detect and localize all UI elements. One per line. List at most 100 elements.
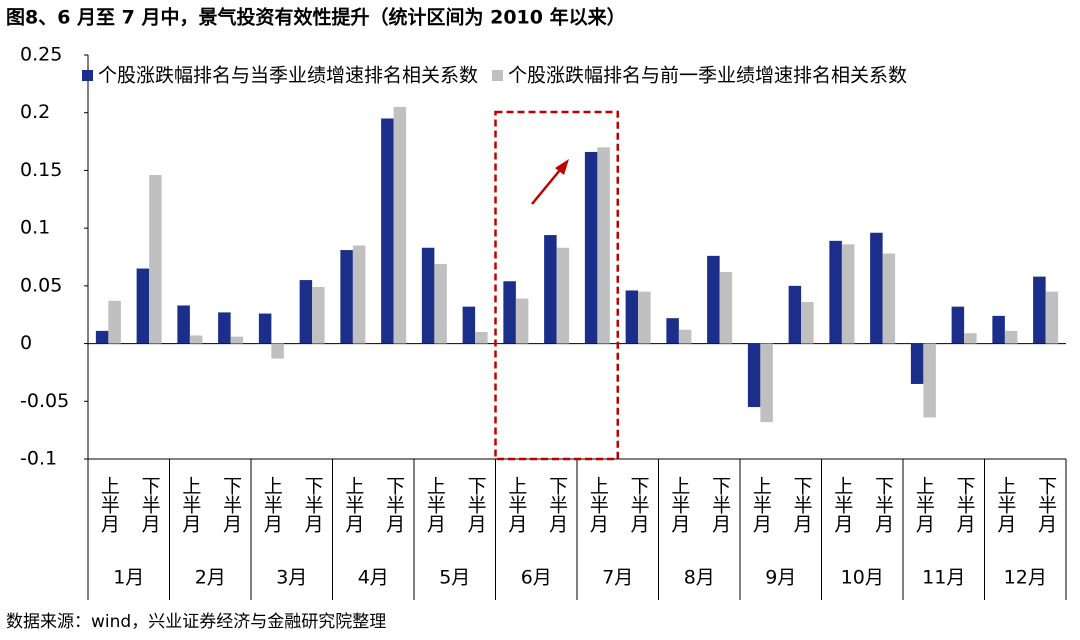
x-tick-label: 上半月: [587, 476, 609, 533]
bar: [870, 232, 883, 344]
x-tick-label: 上半月: [831, 476, 853, 533]
bar: [719, 272, 733, 344]
bar: [544, 235, 557, 344]
bar: [393, 106, 407, 344]
bar: [625, 290, 639, 344]
bar: [177, 305, 190, 344]
y-tick-label: 0: [20, 332, 32, 354]
x-tick-label: 下半月: [139, 476, 161, 533]
bar: [910, 343, 924, 384]
x-tick-label: 下半月: [791, 476, 813, 533]
x-tick-label: 下半月: [383, 476, 405, 533]
y-tick-label: 0.2: [20, 101, 50, 123]
x-tick-label: 上半月: [994, 476, 1016, 533]
highlight-box: [494, 110, 619, 461]
source-note: 数据来源：wind，兴业证券经济与金融研究院整理: [6, 612, 386, 632]
bar: [189, 335, 203, 344]
bar: [556, 247, 570, 344]
group-label: 6月: [521, 567, 552, 589]
bar: [108, 300, 121, 344]
x-tick-label: 上半月: [750, 476, 772, 533]
bar: [747, 343, 761, 408]
y-tick-label: 0.15: [20, 159, 62, 181]
highlight-arrowhead: [555, 159, 569, 175]
bar: [964, 333, 977, 344]
group-label: 1月: [113, 567, 144, 589]
bar: [1045, 291, 1059, 344]
x-tick-label: 上半月: [913, 476, 935, 533]
y-tick-label: 0.1: [20, 217, 50, 239]
bar: [258, 313, 272, 344]
bar: [312, 287, 325, 344]
x-tick-label: 上半月: [342, 476, 364, 533]
bar: [515, 298, 529, 344]
legend-swatch: [82, 70, 93, 81]
y-tick-label: 0.05: [20, 274, 62, 296]
bar: [788, 285, 802, 344]
x-tick-label: 下半月: [220, 476, 242, 533]
bar: [951, 306, 965, 344]
x-tick-label: 下半月: [465, 476, 487, 533]
bar: [271, 343, 284, 359]
group-label: 3月: [276, 567, 307, 589]
bar: [434, 263, 447, 344]
x-tick-label: 上半月: [668, 476, 690, 533]
x-tick-label: 下半月: [628, 476, 650, 533]
bar: [340, 250, 353, 344]
bar: [136, 268, 150, 344]
group-label: 10月: [841, 567, 884, 589]
group-label: 8月: [684, 567, 715, 589]
bar: [218, 312, 231, 344]
bar: [597, 147, 610, 344]
bar: [707, 255, 720, 344]
x-tick-label: 下半月: [1035, 476, 1057, 533]
x-tick-label: 下半月: [872, 476, 894, 533]
y-tick-label: -0.1: [20, 448, 57, 470]
bar: [882, 253, 896, 344]
group-label: 11月: [922, 567, 965, 589]
group-label: 2月: [195, 567, 226, 589]
group-label: 12月: [1004, 567, 1047, 589]
bar: [230, 336, 244, 344]
chart-title: 图8、6 月至 7 月中，景气投资有效性提升（统计区间为 2010 年以来）: [6, 6, 626, 29]
bar: [841, 244, 855, 344]
x-tick-label: 上半月: [179, 476, 201, 533]
highlight-arrow: [531, 169, 561, 205]
bar: [299, 280, 313, 344]
legend-swatch: [492, 70, 504, 81]
group-label: 5月: [439, 567, 470, 589]
bar: [760, 343, 773, 423]
bar: [801, 302, 814, 344]
group-label: 7月: [602, 567, 633, 589]
x-tick-label: 下半月: [302, 476, 324, 533]
bar: [381, 118, 394, 344]
bar: [421, 247, 435, 344]
bar: [462, 306, 476, 344]
bar: [638, 291, 651, 344]
bar: [584, 151, 598, 344]
y-tick-label: -0.05: [20, 390, 69, 412]
x-tick-label: 下半月: [709, 476, 731, 533]
bar: [992, 315, 1005, 344]
bar: [829, 240, 842, 344]
x-tick-label: 上半月: [505, 476, 527, 533]
bar: [503, 281, 516, 344]
bar: [352, 245, 366, 344]
group-label: 9月: [765, 567, 796, 589]
legend-label: 个股涨跌幅排名与当季业绩增速排名相关系数: [98, 65, 478, 87]
x-tick-label: 下半月: [546, 476, 568, 533]
group-label: 4月: [358, 567, 389, 589]
bar: [95, 330, 109, 344]
x-tick-label: 上半月: [424, 476, 446, 533]
x-tick-label: 下半月: [954, 476, 976, 533]
y-tick-label: 0.25: [20, 44, 62, 66]
legend-label: 个股涨跌幅排名与前一季业绩增速排名相关系数: [508, 65, 907, 87]
x-tick-label: 上半月: [98, 476, 120, 533]
bar: [475, 332, 488, 344]
bar: [149, 175, 162, 344]
bar: [678, 329, 692, 344]
bar: [1033, 276, 1046, 344]
x-tick-label: 上半月: [261, 476, 283, 533]
bar: [1004, 330, 1018, 344]
